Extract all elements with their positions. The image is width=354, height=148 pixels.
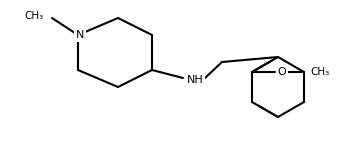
Text: O: O	[278, 67, 286, 77]
Text: NH: NH	[187, 75, 204, 85]
Text: CH₃: CH₃	[25, 11, 44, 21]
Text: N: N	[76, 30, 84, 40]
Text: CH₃: CH₃	[310, 67, 329, 77]
